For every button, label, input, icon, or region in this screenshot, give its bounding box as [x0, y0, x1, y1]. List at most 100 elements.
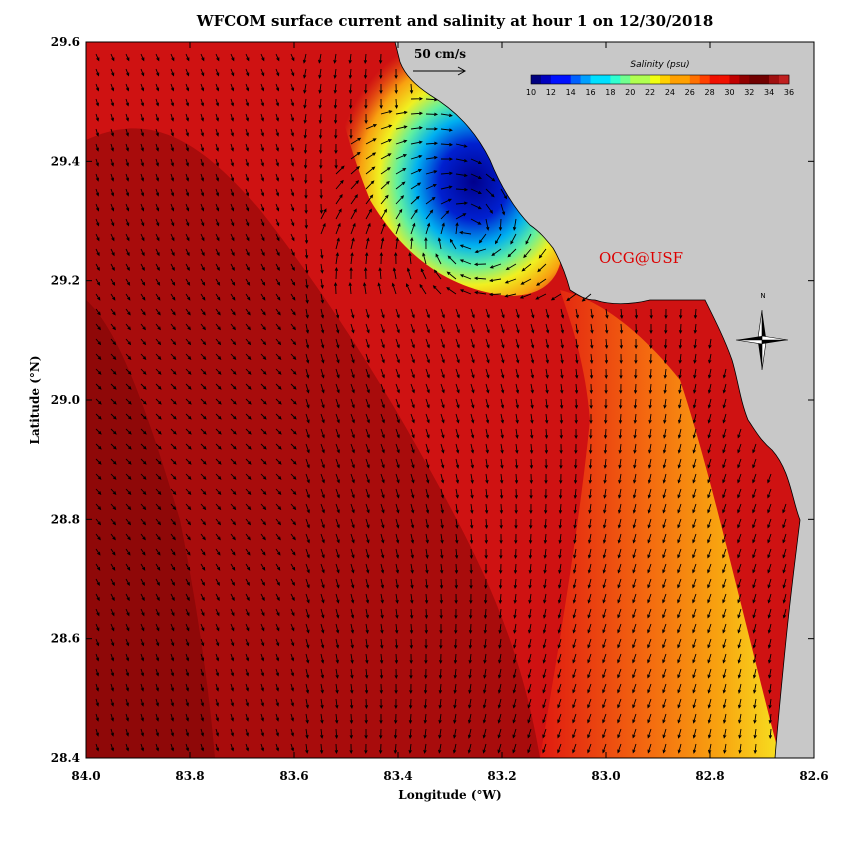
current-vector: [440, 353, 445, 364]
current-vector: [305, 413, 310, 424]
current-vector: [245, 548, 251, 556]
current-vector: [125, 218, 130, 227]
current-vector: [335, 503, 340, 514]
current-vector: [215, 248, 220, 257]
current-vector: [500, 323, 505, 334]
current-vector: [260, 638, 265, 647]
x-tick-label: 83.4: [383, 769, 412, 783]
current-vector: [245, 488, 252, 495]
current-vector: [692, 683, 697, 694]
current-vector: [528, 578, 532, 589]
current-vector: [320, 638, 325, 649]
current-vector: [515, 308, 520, 319]
current-vector: [320, 263, 324, 274]
current-vector: [454, 563, 459, 575]
current-vector: [350, 608, 355, 619]
current-vector: [707, 608, 712, 619]
current-vector: [245, 68, 250, 77]
current-vector: [290, 668, 295, 677]
current-vector: [260, 503, 267, 511]
current-vector: [530, 323, 535, 334]
current-vector: [528, 608, 532, 619]
current-vector: [455, 308, 460, 319]
current-vector: [497, 713, 502, 724]
current-vector: [425, 473, 430, 484]
current-vector: [737, 638, 742, 649]
current-vector: [782, 593, 787, 604]
current-vector: [290, 188, 295, 197]
current-vector: [648, 398, 652, 409]
current-vector: [618, 443, 622, 454]
current-vector: [319, 158, 323, 170]
current-vector: [619, 353, 623, 365]
current-vector: [634, 338, 638, 350]
current-vector: [500, 188, 508, 200]
y-tick-label: 28.6: [51, 632, 80, 646]
current-vector: [380, 208, 388, 220]
current-vector: [559, 398, 564, 410]
current-vector: [737, 473, 742, 484]
current-vector: [425, 308, 430, 319]
current-vector: [170, 683, 174, 692]
current-vector: [485, 488, 489, 499]
current-vector: [767, 488, 772, 499]
current-vector: [379, 68, 383, 80]
current-vector: [110, 143, 114, 152]
current-vector: [125, 533, 131, 541]
current-vector: [587, 578, 592, 589]
current-vector: [514, 519, 518, 530]
current-vector: [707, 593, 712, 604]
current-vector: [707, 578, 712, 589]
current-vector: [455, 338, 460, 349]
current-vector: [350, 338, 355, 349]
current-vector: [215, 338, 222, 346]
current-vector: [140, 488, 147, 495]
current-vector: [185, 98, 190, 107]
current-vector: [647, 488, 652, 499]
current-vector: [470, 218, 482, 225]
current-vector: [140, 518, 147, 526]
current-vector: [395, 110, 408, 115]
current-vector: [155, 353, 162, 360]
current-vector: [365, 180, 375, 190]
current-vector: [530, 413, 534, 424]
current-vector: [260, 233, 265, 242]
x-axis-label: Longitude (°W): [398, 788, 501, 802]
current-vector: [140, 638, 145, 647]
current-vector: [752, 518, 757, 529]
current-vector: [349, 743, 353, 755]
current-vector: [290, 338, 297, 346]
current-vector: [155, 338, 162, 346]
current-vector: [425, 548, 429, 559]
current-vector: [632, 653, 637, 664]
current-vector: [185, 143, 189, 152]
current-vector: [200, 413, 207, 420]
current-vector: [215, 623, 220, 632]
current-vector: [558, 518, 562, 529]
current-vector: [560, 368, 564, 379]
current-vector: [185, 323, 191, 331]
current-vector: [573, 488, 578, 500]
current-vector: [380, 353, 385, 364]
current-vector: [110, 428, 117, 435]
current-vector: [678, 398, 682, 409]
current-vector: [200, 548, 206, 556]
current-vector: [335, 548, 340, 559]
colorbar-tick-label: 20: [625, 88, 635, 97]
current-vector: [542, 638, 547, 649]
current-vector: [200, 533, 206, 541]
current-vector: [303, 128, 307, 139]
current-vector: [320, 208, 327, 220]
current-vector: [350, 638, 354, 649]
current-vector: [155, 293, 161, 301]
current-vector: [677, 653, 682, 664]
current-vector: [155, 488, 162, 495]
current-vector: [500, 428, 504, 439]
x-tick-label: 83.6: [279, 769, 308, 783]
current-vector: [275, 563, 281, 571]
current-vector: [260, 383, 267, 390]
current-vector: [380, 153, 392, 160]
current-vector: [245, 443, 252, 450]
current-vector: [632, 743, 637, 754]
current-vector: [290, 293, 296, 301]
